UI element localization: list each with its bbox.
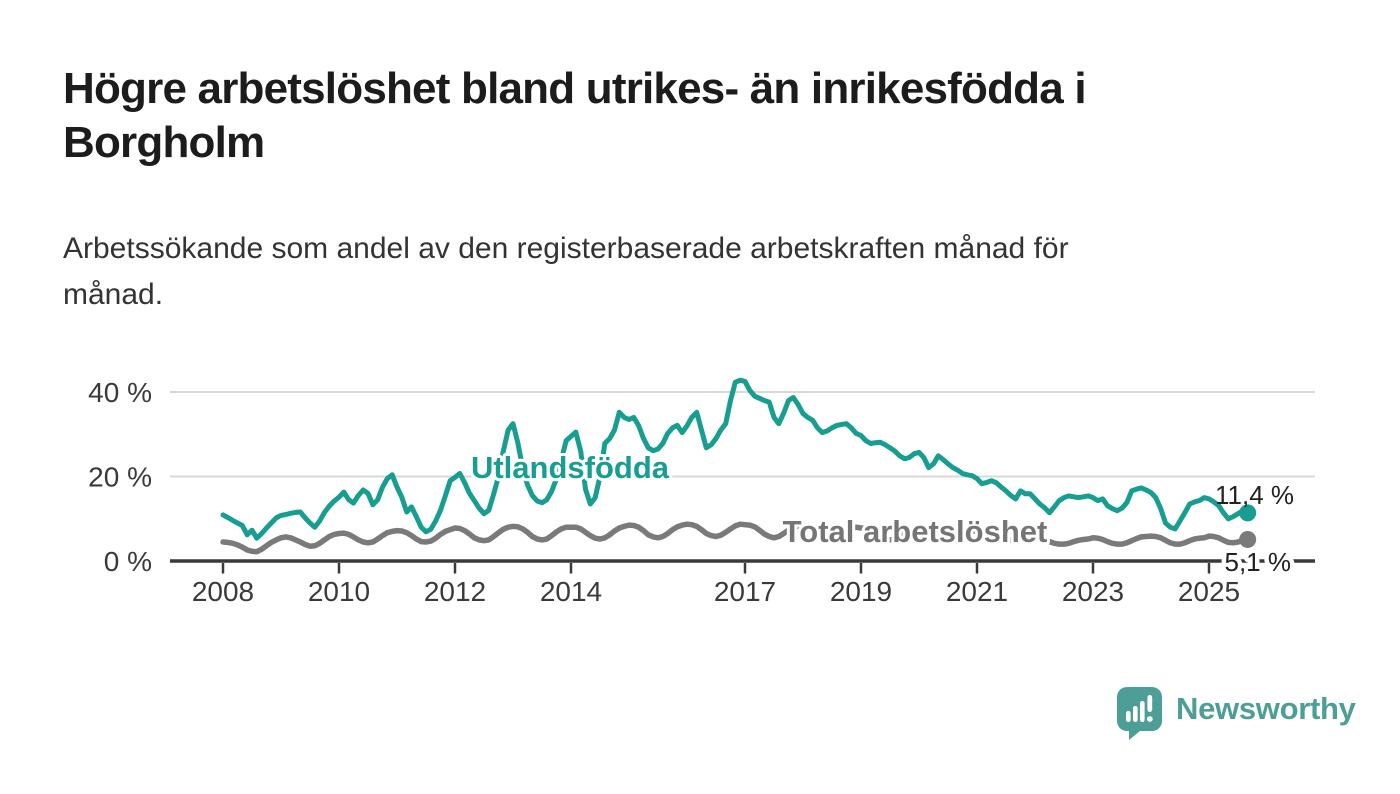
newsworthy-icon [1117, 687, 1162, 740]
bar-2 [1133, 706, 1138, 722]
chart-subtitle-line1: Arbetssökande som andel av den registerb… [63, 232, 1069, 265]
chart-subtitle-line2: månad. [63, 278, 164, 311]
y-tick-label-0: 0 % [104, 546, 152, 577]
series-line-utlandsf-dda [220, 377, 1251, 541]
bar-3 [1140, 701, 1145, 722]
exclamation-dot [1146, 716, 1153, 722]
series-label-total-arbetsl-shet: Total arbetslöshet [783, 514, 1048, 549]
bar-1 [1126, 711, 1131, 722]
chart-subtitle: Arbetssökande som andel av den registerb… [63, 226, 1069, 318]
newsworthy-wordmark: Newsworthy [1176, 691, 1356, 726]
x-tick-label-2014: 2014 [540, 576, 602, 607]
speech-bubble-shape [1117, 687, 1162, 740]
x-tick-label-2017: 2017 [714, 576, 776, 607]
x-tick-label-2019: 2019 [830, 576, 892, 607]
x-tick-label-2023: 2023 [1062, 576, 1124, 607]
end-dot-total-arbetsl-shet [1239, 530, 1257, 548]
chart-title: Högre arbetslöshet bland utrikes- än inr… [63, 62, 1087, 170]
x-tick-label-2012: 2012 [424, 576, 486, 607]
series-label-utlandsf-dda: Utlandsfödda [471, 450, 670, 485]
end-value-label-total-arbetsl-shet: 5,1 % [1225, 547, 1292, 577]
y-tick-label-40: 40 % [88, 377, 152, 408]
exclamation-bar [1147, 695, 1153, 712]
chart-title-line1: Högre arbetslöshet bland utrikes- än inr… [63, 64, 1087, 113]
y-tick-label-20: 20 % [88, 462, 152, 493]
newsworthy-logo: Newsworthy [1116, 686, 1356, 740]
series-line-total-arbetsl-shet [220, 521, 1251, 555]
end-value-label-utlandsf-dda: 11,4 % [1215, 480, 1294, 510]
x-tick-label-2025: 2025 [1178, 576, 1240, 607]
x-tick-label-2021: 2021 [946, 576, 1008, 607]
x-tick-label-2008: 2008 [192, 576, 254, 607]
chart-title-line2: Borgholm [63, 118, 265, 167]
end-dot-utlandsf-dda [1239, 504, 1257, 522]
x-tick-label-2010: 2010 [308, 576, 370, 607]
